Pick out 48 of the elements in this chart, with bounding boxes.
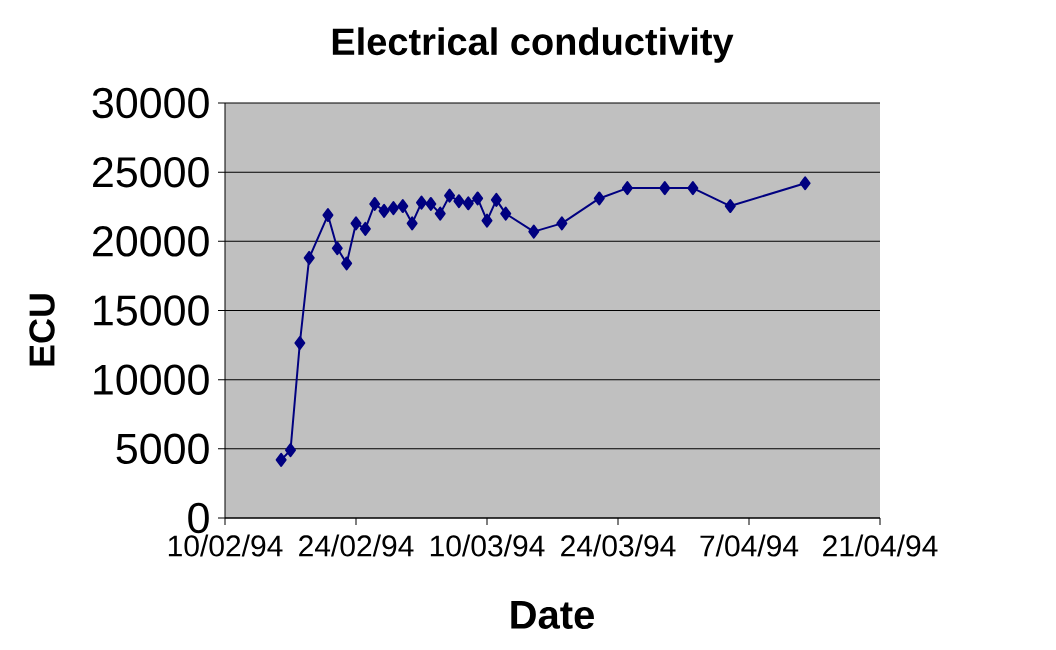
point bbox=[621, 181, 633, 196]
point bbox=[425, 196, 437, 211]
point bbox=[350, 216, 362, 231]
point bbox=[416, 195, 427, 210]
point bbox=[303, 250, 315, 265]
point bbox=[369, 196, 381, 211]
point bbox=[462, 196, 474, 211]
point bbox=[659, 181, 671, 196]
y-tick-label: 0 bbox=[188, 502, 209, 534]
y-tick-label: 10000 bbox=[94, 364, 209, 395]
y-tick-label: 25000 bbox=[93, 156, 209, 188]
point bbox=[556, 216, 568, 231]
point bbox=[434, 206, 446, 221]
point bbox=[359, 221, 371, 236]
y-tick-label: 5000 bbox=[116, 433, 209, 465]
point bbox=[593, 191, 605, 206]
point bbox=[406, 216, 418, 231]
y-axis-title: ECU bbox=[29, 294, 55, 366]
y-tick-label: 20000 bbox=[93, 226, 209, 257]
y-tick-label: 30000 bbox=[92, 87, 209, 119]
point bbox=[397, 199, 409, 214]
x-tick-label: 24/02/94 bbox=[299, 534, 414, 557]
point bbox=[799, 176, 811, 191]
x-tick-label: 24/03/94 bbox=[561, 534, 676, 557]
point bbox=[472, 191, 484, 206]
point bbox=[724, 199, 736, 214]
x-tick-label: 7/04/94 bbox=[700, 534, 799, 557]
point bbox=[331, 241, 343, 256]
point bbox=[481, 213, 493, 228]
x-axis-title: Date bbox=[511, 601, 594, 629]
x-tick-label: 10/03/94 bbox=[430, 534, 545, 557]
point bbox=[341, 256, 353, 271]
point bbox=[285, 443, 296, 458]
point bbox=[378, 203, 390, 218]
point bbox=[528, 224, 540, 239]
x-tick-label: 21/04/94 bbox=[823, 534, 938, 557]
point bbox=[490, 192, 502, 207]
point bbox=[500, 206, 512, 221]
point bbox=[453, 194, 465, 209]
point bbox=[294, 336, 306, 350]
chart-title: Electrical conductivity bbox=[332, 27, 734, 63]
point bbox=[275, 452, 287, 467]
y-tick-label: 15000 bbox=[94, 295, 209, 326]
x-tick-label: 10/02/94 bbox=[168, 534, 283, 557]
point bbox=[444, 188, 456, 203]
point bbox=[322, 208, 334, 223]
point bbox=[687, 181, 699, 196]
point bbox=[387, 201, 399, 216]
